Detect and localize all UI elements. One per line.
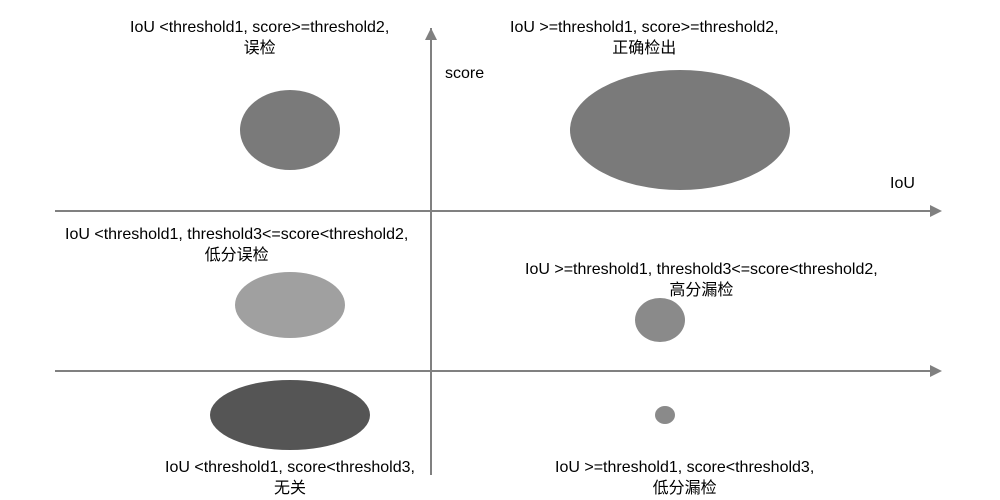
label-low-score-fp: IoU <threshold1, threshold3<=score<thres…	[65, 225, 408, 267]
region-name: 误检	[244, 40, 276, 57]
label-true-positive: IoU >=threshold1, score>=threshold2, 正确检…	[510, 18, 779, 60]
condition-text: IoU >=threshold1, score<threshold3,	[555, 459, 814, 476]
condition-text: IoU >=threshold1, threshold3<=score<thre…	[525, 261, 878, 278]
label-high-score-miss: IoU >=threshold1, threshold3<=score<thre…	[525, 260, 878, 302]
condition-text: IoU >=threshold1, score>=threshold2,	[510, 19, 779, 36]
x-axis-upper	[55, 210, 930, 212]
x-axis-lower	[55, 370, 930, 372]
diagram-canvas: score IoU IoU <threshold1, score>=thresh…	[0, 0, 1000, 500]
label-low-score-miss: IoU >=threshold1, score<threshold3, 低分漏检	[555, 458, 814, 500]
y-axis	[430, 28, 432, 475]
ellipse-low-score-miss	[655, 406, 675, 424]
condition-text: IoU <threshold1, score<threshold3,	[165, 459, 415, 476]
ellipse-false-positive	[240, 90, 340, 170]
region-name: 无关	[274, 480, 306, 497]
ellipse-irrelevant	[210, 380, 370, 450]
region-name: 高分漏检	[669, 282, 733, 299]
ellipse-low-score-fp	[235, 272, 345, 338]
ellipse-high-score-miss	[635, 298, 685, 342]
condition-text: IoU <threshold1, score>=threshold2,	[130, 19, 389, 36]
y-axis-arrow-icon	[425, 28, 437, 40]
x-axis-label: IoU	[890, 175, 915, 193]
x-axis-upper-arrow-icon	[930, 205, 942, 217]
ellipse-true-positive	[570, 70, 790, 190]
region-name: 正确检出	[612, 40, 676, 57]
y-axis-label: score	[445, 65, 484, 83]
x-axis-lower-arrow-icon	[930, 365, 942, 377]
region-name: 低分误检	[205, 247, 269, 264]
label-irrelevant: IoU <threshold1, score<threshold3, 无关	[165, 458, 415, 500]
label-false-positive: IoU <threshold1, score>=threshold2, 误检	[130, 18, 389, 60]
condition-text: IoU <threshold1, threshold3<=score<thres…	[65, 226, 408, 243]
region-name: 低分漏检	[653, 480, 717, 497]
